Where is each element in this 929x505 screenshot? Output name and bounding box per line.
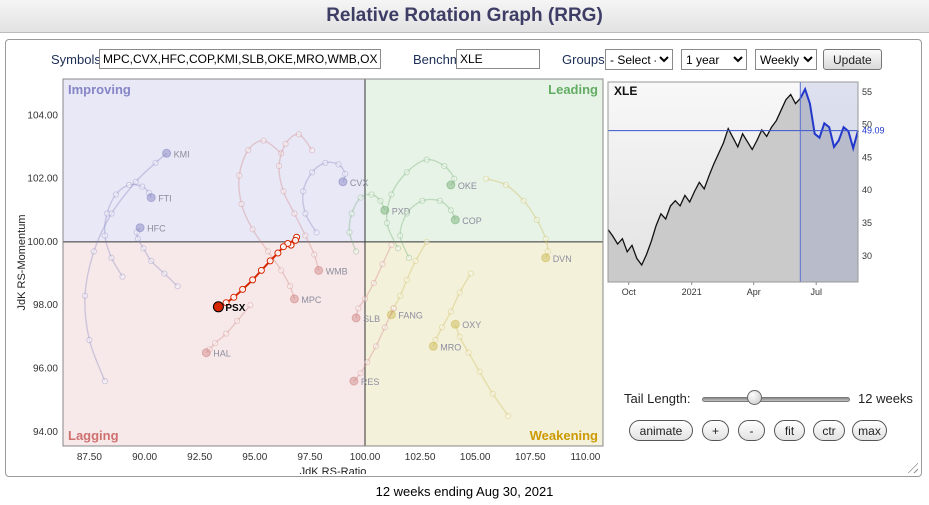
tail-FTI[interactable]: FTI <box>101 181 172 280</box>
svg-text:OKE: OKE <box>458 181 477 191</box>
svg-text:HFC: HFC <box>147 224 166 234</box>
svg-text:CVX: CVX <box>350 178 369 188</box>
rrg-plot[interactable]: Improving Leading Lagging Weakening 87.50 90.… <box>13 74 613 474</box>
maximize-button[interactable]: max <box>852 420 887 441</box>
title-bar: Relative Rotation Graph (RRG) <box>0 0 929 33</box>
tail-KMI[interactable]: KMI <box>81 148 190 385</box>
svg-text:92.50: 92.50 <box>187 452 212 463</box>
svg-text:COP: COP <box>462 216 482 226</box>
svg-text:DVN: DVN <box>553 254 572 264</box>
tail-SLB[interactable]: SLB <box>351 242 395 324</box>
tail-FANG[interactable]: FANG <box>386 238 430 321</box>
svg-text:30: 30 <box>862 251 872 261</box>
svg-text:107.50: 107.50 <box>515 452 546 463</box>
svg-text:RES: RES <box>361 377 380 387</box>
svg-text:49.09: 49.09 <box>862 126 885 136</box>
svg-text:WMB: WMB <box>326 266 348 276</box>
benchmark-chart-panel: 30 35 40 45 50 55 49.09 Oct 2021 Apr Jul XLE <box>606 80 898 312</box>
tail-PXD[interactable]: PXD <box>346 191 411 255</box>
tail-RES[interactable]: RES <box>349 305 397 387</box>
svg-text:100.00: 100.00 <box>27 237 58 248</box>
svg-text:Improving: Improving <box>68 82 131 97</box>
svg-text:105.00: 105.00 <box>460 452 491 463</box>
tail-length-control: Tail Length: 12 weeks <box>624 389 924 409</box>
svg-text:XLE: XLE <box>614 84 637 98</box>
resize-handle[interactable] <box>905 460 918 473</box>
svg-text:45: 45 <box>862 152 872 162</box>
svg-text:90.00: 90.00 <box>132 452 157 463</box>
svg-text:FTI: FTI <box>158 194 172 204</box>
svg-text:JdK RS-Ratio: JdK RS-Ratio <box>300 466 367 474</box>
svg-text:102.50: 102.50 <box>405 452 436 463</box>
svg-text:JdK RS-Momentum: JdK RS-Momentum <box>16 215 28 311</box>
footer-caption-row: 12 weeks ending Aug 30, 2021 <box>0 484 929 499</box>
svg-text:104.00: 104.00 <box>27 110 58 121</box>
benchmark-chart: 30 35 40 45 50 55 49.09 Oct 2021 Apr Jul XLE <box>607 81 885 297</box>
svg-text:55: 55 <box>862 87 872 97</box>
svg-text:MPC: MPC <box>301 295 322 305</box>
svg-text:95.00: 95.00 <box>242 452 267 463</box>
svg-text:98.00: 98.00 <box>33 300 58 311</box>
svg-text:94.00: 94.00 <box>33 427 58 438</box>
center-button[interactable]: ctr <box>813 420 845 441</box>
tail-OKE[interactable]: OKE <box>383 156 477 252</box>
tail-length-slider-thumb[interactable] <box>747 390 762 405</box>
svg-text:50: 50 <box>862 120 872 130</box>
tail-PSX[interactable]: PSX <box>212 233 301 314</box>
svg-text:Leading: Leading <box>548 82 598 97</box>
svg-text:Jul: Jul <box>810 287 822 297</box>
svg-text:102.00: 102.00 <box>27 174 58 185</box>
update-button[interactable]: Update <box>823 49 882 70</box>
svg-text:PXD: PXD <box>392 206 411 216</box>
svg-text:SLB: SLB <box>363 314 380 324</box>
tail-CVX[interactable]: CVX <box>300 159 369 236</box>
svg-text:2021: 2021 <box>682 287 702 297</box>
benchmark-input[interactable] <box>456 49 540 69</box>
tail-DVN[interactable]: DVN <box>483 175 572 264</box>
fit-button[interactable]: fit <box>774 420 805 441</box>
tail-MPC[interactable]: MPC <box>236 137 322 305</box>
tail-WMB[interactable]: WMB <box>275 131 348 277</box>
tail-COP[interactable]: COP <box>397 197 482 261</box>
frequency-select[interactable]: Weekly <box>755 49 817 70</box>
groups-select[interactable]: - Select - <box>605 49 673 70</box>
svg-text:MRO: MRO <box>440 342 461 352</box>
groups-label: Groups: <box>562 52 609 67</box>
svg-text:97.50: 97.50 <box>297 452 322 463</box>
svg-text:Oct: Oct <box>622 287 637 297</box>
symbols-input[interactable] <box>99 49 381 69</box>
svg-text:HAL: HAL <box>213 349 231 359</box>
tail-MRO[interactable]: MRO <box>428 270 474 352</box>
svg-text:OXY: OXY <box>462 320 481 330</box>
svg-text:Apr: Apr <box>747 287 761 297</box>
svg-text:87.50: 87.50 <box>77 452 102 463</box>
svg-text:40: 40 <box>862 185 872 195</box>
tail-length-slider-track[interactable] <box>702 397 850 402</box>
tail-OXY[interactable]: OXY <box>450 319 512 419</box>
zoom-out-button[interactable]: - <box>738 420 765 441</box>
svg-text:110.00: 110.00 <box>570 452 600 463</box>
tail-length-value: 12 weeks <box>858 391 913 406</box>
symbols-label: Symbols: <box>51 52 105 67</box>
tail-HFC[interactable]: HFC <box>133 223 181 290</box>
svg-text:KMI: KMI <box>174 149 190 159</box>
svg-text:96.00: 96.00 <box>33 364 58 375</box>
rrg-app-panel: Symbols: Benchmark: Groups: - Select - 1… <box>5 39 922 477</box>
tail-HAL[interactable]: HAL <box>201 302 254 359</box>
tail-length-label: Tail Length: <box>624 391 691 406</box>
svg-text:35: 35 <box>862 218 872 228</box>
svg-text:Lagging: Lagging <box>68 428 119 443</box>
page-title: Relative Rotation Graph (RRG) <box>326 5 603 26</box>
svg-text:100.00: 100.00 <box>350 452 381 463</box>
period-select[interactable]: 1 year <box>681 49 747 70</box>
svg-text:Weakening: Weakening <box>530 428 598 443</box>
animate-button[interactable]: animate <box>629 420 693 441</box>
svg-text:FANG: FANG <box>398 311 423 321</box>
svg-text:PSX: PSX <box>225 303 245 314</box>
date-range-caption: 12 weeks ending Aug 30, 2021 <box>375 484 554 499</box>
zoom-in-button[interactable]: + <box>702 420 729 441</box>
